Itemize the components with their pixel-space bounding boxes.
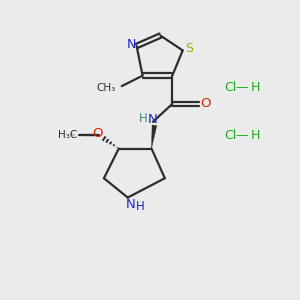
- Text: S: S: [185, 42, 193, 56]
- Text: —: —: [236, 81, 248, 94]
- Text: CH₃: CH₃: [96, 83, 115, 94]
- Text: Cl: Cl: [224, 81, 237, 94]
- Text: H: H: [139, 112, 148, 125]
- Text: N: N: [148, 113, 158, 126]
- Text: H: H: [251, 129, 260, 142]
- Text: H: H: [251, 81, 260, 94]
- Text: —: —: [236, 129, 248, 142]
- Text: OCH₃: OCH₃: [72, 135, 76, 136]
- Text: H: H: [136, 200, 145, 213]
- Text: Cl: Cl: [224, 129, 237, 142]
- Text: H₃C: H₃C: [58, 130, 77, 140]
- Polygon shape: [152, 125, 157, 148]
- Text: N: N: [127, 38, 136, 51]
- Text: methoxy: methoxy: [70, 133, 76, 135]
- Text: O: O: [93, 127, 103, 140]
- Text: O: O: [200, 98, 211, 110]
- Text: N: N: [126, 198, 136, 211]
